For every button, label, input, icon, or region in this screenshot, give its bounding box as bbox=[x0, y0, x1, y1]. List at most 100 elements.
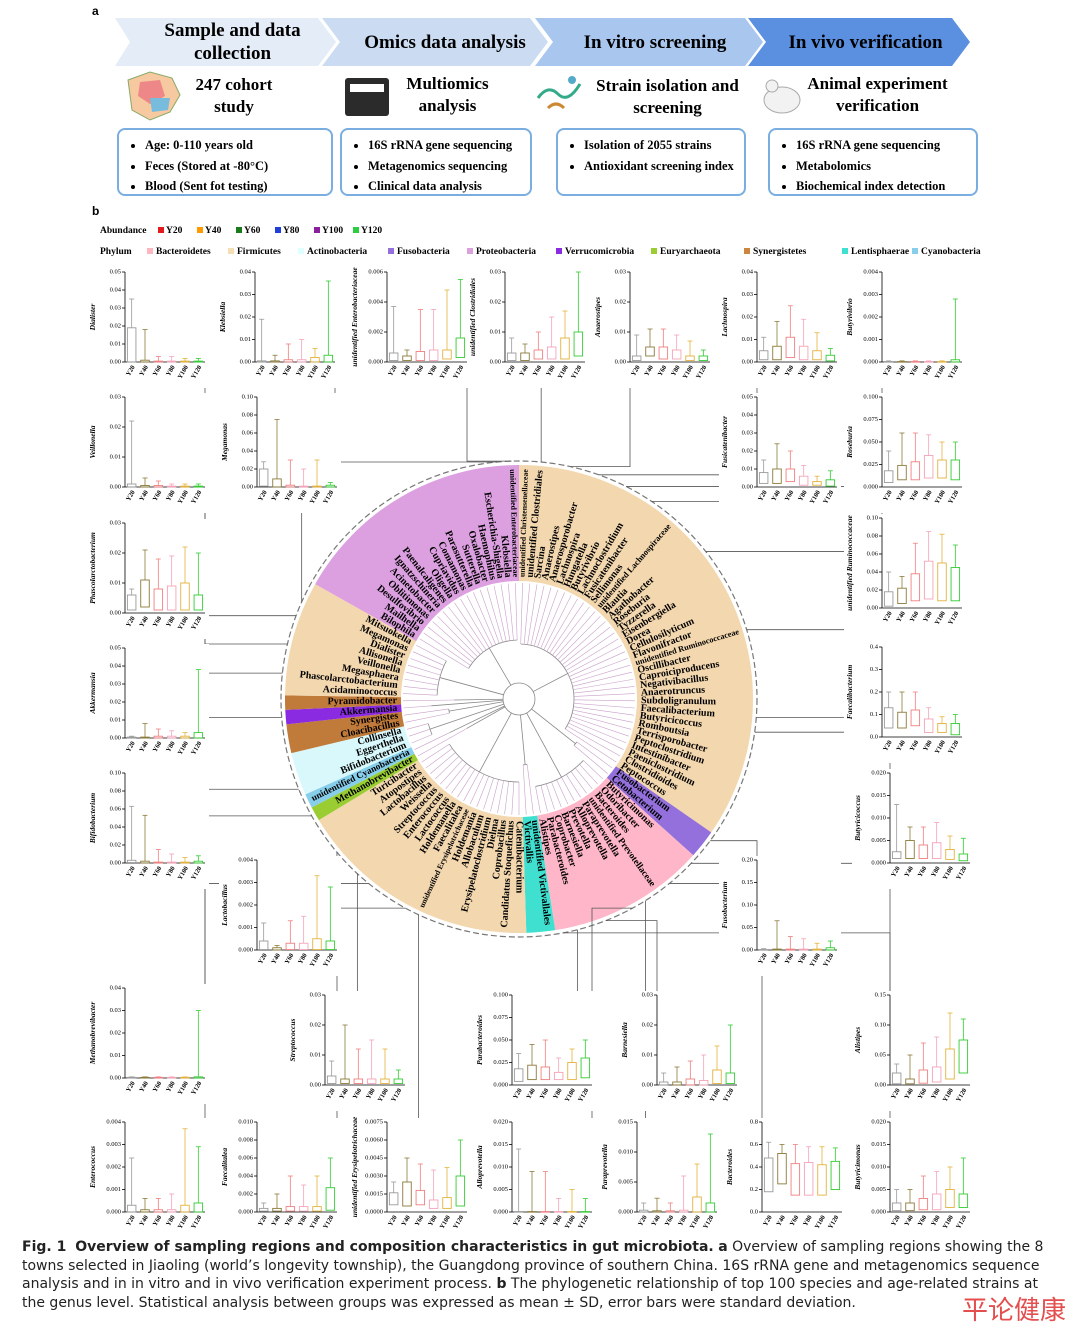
x-tick-label: Y40 bbox=[895, 739, 907, 752]
legend-label: Actinobacteria bbox=[307, 247, 367, 257]
box bbox=[166, 1076, 177, 1079]
genus-label: unidentified Ruminococcaceae bbox=[845, 515, 854, 611]
legend-swatch bbox=[388, 248, 394, 254]
icons bbox=[127, 71, 801, 121]
box bbox=[567, 1211, 577, 1213]
box bbox=[180, 582, 190, 611]
step-item: Feces (Stored at -80°C) bbox=[145, 156, 323, 177]
x-tick-label: Y20 bbox=[325, 1087, 337, 1100]
box bbox=[428, 349, 439, 361]
genus-label: Parabacteroides bbox=[475, 1015, 484, 1065]
x-tick-label: Y40 bbox=[770, 952, 782, 965]
x-tick-label: Y40 bbox=[903, 865, 915, 878]
y-tick-label: 0.10 bbox=[875, 1021, 886, 1028]
y-tick-label: 0.002 bbox=[238, 901, 253, 908]
tree-branch bbox=[564, 632, 615, 668]
tree-branch bbox=[442, 611, 481, 655]
x-tick-label: Y40 bbox=[400, 1214, 412, 1227]
genus-label: Faecalitalea bbox=[220, 1148, 229, 1187]
box bbox=[798, 948, 809, 951]
caption-label: Fig. 1 bbox=[22, 1239, 67, 1255]
box bbox=[180, 1204, 190, 1213]
tree-branch bbox=[490, 779, 499, 812]
step-heading: Sample and data collection bbox=[164, 20, 301, 64]
box bbox=[772, 948, 782, 951]
x-tick-label: Y20 bbox=[387, 364, 399, 377]
box bbox=[937, 459, 947, 479]
tree-branch bbox=[572, 709, 633, 723]
plot-background bbox=[474, 991, 596, 1111]
x-tick-label: Y60 bbox=[784, 489, 796, 502]
tree-branch bbox=[573, 745, 608, 774]
box bbox=[285, 484, 296, 488]
y-tick-label: 0.06 bbox=[242, 429, 254, 436]
tree-branch bbox=[404, 708, 449, 716]
clade-sector bbox=[522, 815, 556, 933]
y-tick-label: 0.025 bbox=[863, 461, 878, 468]
legend-swatch bbox=[651, 248, 657, 254]
x-tick-label: Y80 bbox=[297, 952, 309, 965]
tree-branch bbox=[540, 785, 548, 812]
clade-sector bbox=[285, 704, 402, 725]
x-tick-label: Y80 bbox=[552, 1087, 564, 1100]
box bbox=[193, 1076, 204, 1079]
x-tick-label: Y40 bbox=[518, 364, 530, 377]
genus-label: Roseburia bbox=[845, 426, 854, 459]
y-tick-label: 0.004 bbox=[863, 268, 878, 275]
x-tick-label: Y60 bbox=[909, 739, 921, 752]
genus-label: Fusicatenibacter bbox=[720, 416, 729, 468]
x-tick-label: Y60 bbox=[657, 364, 669, 377]
plot-background bbox=[87, 519, 209, 639]
box bbox=[153, 861, 164, 864]
y-tick-label: 0.004 bbox=[238, 1172, 253, 1179]
tree-label: unidentified Enterobacteriaceae bbox=[508, 469, 520, 578]
box bbox=[798, 475, 809, 486]
box bbox=[180, 360, 190, 363]
tree-branch bbox=[551, 781, 562, 808]
box bbox=[193, 360, 204, 363]
genus-label: Veillonella bbox=[88, 425, 97, 458]
tree-branch bbox=[565, 638, 619, 671]
box bbox=[153, 735, 164, 739]
plot-background bbox=[724, 1118, 846, 1234]
y-tick-label: 0.100 bbox=[493, 991, 508, 998]
x-tick-label: Y60 bbox=[784, 952, 796, 965]
box bbox=[692, 1196, 702, 1213]
tree-branch bbox=[483, 777, 494, 810]
box bbox=[631, 355, 642, 361]
tree-branch bbox=[579, 764, 598, 785]
legend-swatch bbox=[556, 248, 562, 254]
box bbox=[945, 1189, 955, 1208]
x-tick-label: Y80 bbox=[922, 364, 934, 377]
x-tick-label: Y80 bbox=[930, 1214, 942, 1227]
y-tick-label: 0.03 bbox=[742, 291, 753, 298]
clade-sector bbox=[315, 465, 519, 642]
box bbox=[671, 349, 682, 360]
tree-branch bbox=[410, 658, 443, 671]
connector bbox=[710, 840, 758, 860]
y-tick-label: 0.00 bbox=[240, 358, 251, 365]
x-tick-label: Y60 bbox=[152, 364, 164, 377]
plot-background bbox=[87, 769, 209, 889]
legend-label: Fusobacteria bbox=[397, 247, 450, 257]
x-tick-label: Y80 bbox=[670, 364, 682, 377]
box bbox=[812, 948, 822, 951]
y-tick-label: 0.10 bbox=[742, 901, 753, 908]
y-tick-label: 0.0015 bbox=[365, 1190, 383, 1197]
connector bbox=[204, 507, 288, 645]
y-tick-label: 0.00 bbox=[615, 358, 626, 365]
y-tick-label: 0.00 bbox=[642, 1081, 653, 1088]
tree-branch bbox=[488, 647, 512, 686]
y-tick-label: 0.000 bbox=[871, 859, 886, 866]
box bbox=[910, 573, 921, 602]
y-tick-label: 0.050 bbox=[863, 438, 878, 445]
x-tick-label: Y20 bbox=[637, 1214, 649, 1227]
x-tick-label: Y80 bbox=[165, 364, 177, 377]
x-tick-label: Y60 bbox=[917, 1214, 929, 1227]
x-tick-label: Y40 bbox=[903, 1214, 915, 1227]
tree-branch bbox=[522, 764, 527, 815]
box bbox=[685, 1078, 696, 1086]
box bbox=[685, 355, 695, 361]
